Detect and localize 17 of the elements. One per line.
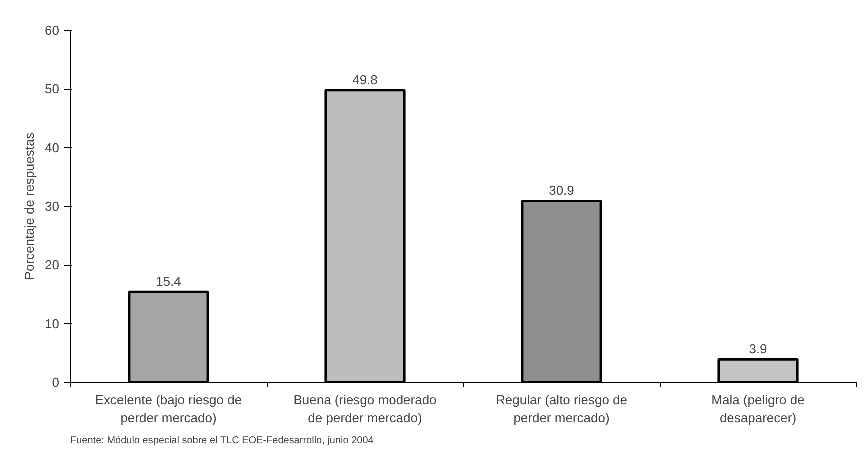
source-note: Fuente: Módulo especial sobre el TLC EOE-Fedesarrollo, junio 2004 bbox=[70, 436, 374, 446]
data-label: 30.9 bbox=[549, 183, 574, 198]
y-axis-title: Porcentaje de respuestas bbox=[22, 132, 38, 280]
data-label: 15.4 bbox=[156, 274, 182, 290]
y-tick-label: 50 bbox=[45, 82, 60, 97]
x-tick-label: Regular (alto riesgo de perder mercado) bbox=[496, 392, 628, 426]
x-tick-label: Excelente (bajo riesgo de perder mercado) bbox=[95, 392, 242, 426]
y-tick-label: 30 bbox=[45, 199, 60, 214]
data-label: 3.9 bbox=[749, 342, 768, 357]
x-tick-label: Mala (peligro de desaparecer) bbox=[712, 392, 805, 426]
y-tick-label: 60 bbox=[45, 23, 60, 38]
y-tick-label: 40 bbox=[45, 140, 60, 156]
y-tick-label: 20 bbox=[45, 258, 60, 273]
y-tick-label: 0 bbox=[52, 375, 60, 390]
y-tick-label: 10 bbox=[45, 316, 60, 332]
x-tick-label: Buena (riesgo moderado de perder mercado) bbox=[294, 392, 437, 426]
data-label: 49.8 bbox=[352, 72, 378, 88]
